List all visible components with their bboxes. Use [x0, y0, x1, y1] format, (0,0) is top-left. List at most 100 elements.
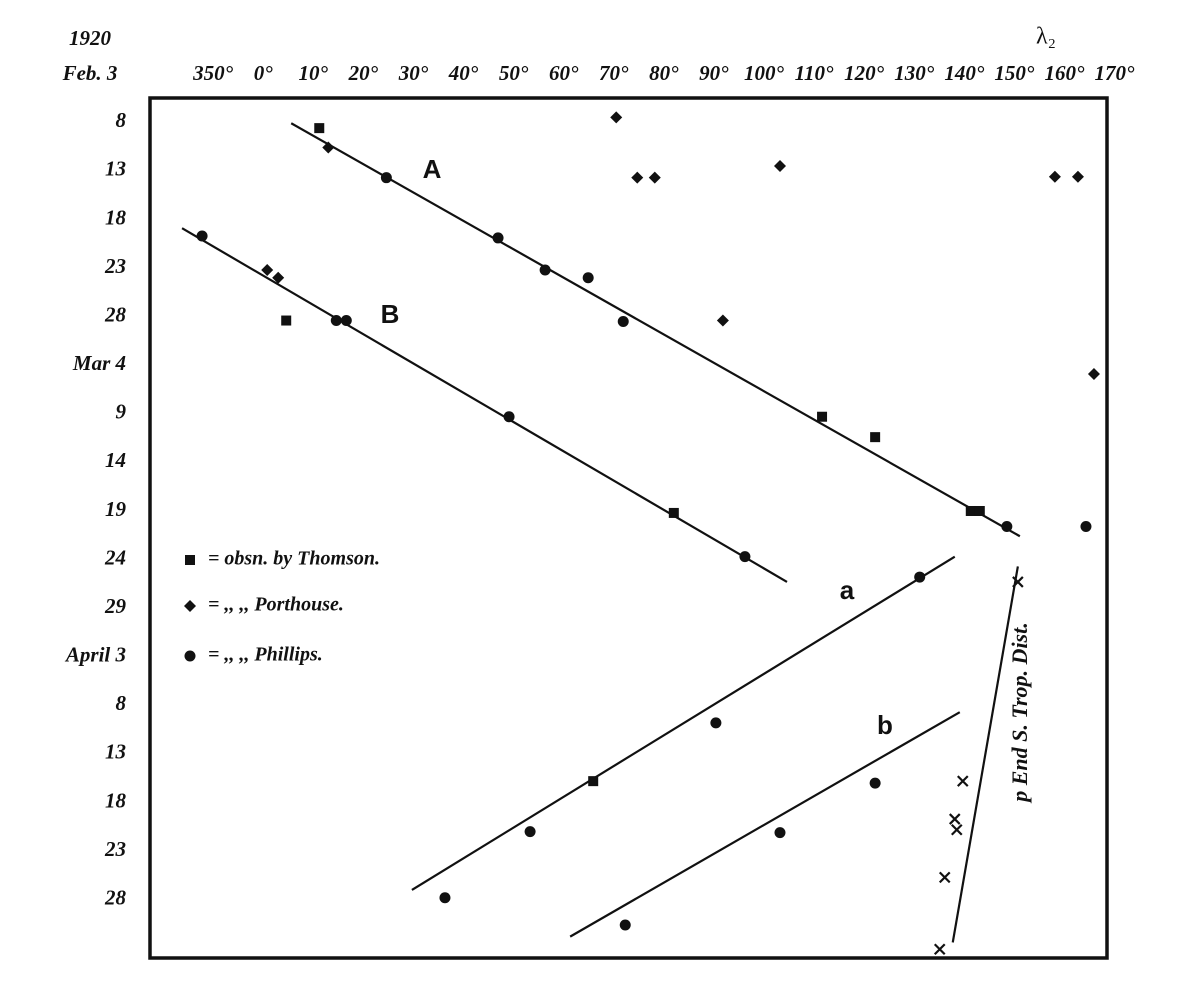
y-tick-label: 18 [105, 788, 127, 812]
point [668, 507, 679, 518]
line-label: a [840, 575, 855, 605]
x-tick-label: 140° [944, 61, 985, 85]
point [974, 505, 985, 516]
x-tick-label: 160° [1044, 61, 1085, 85]
point [710, 717, 722, 729]
point [261, 264, 274, 276]
fit-line [569, 711, 961, 938]
y-tick-label: 9 [116, 400, 127, 424]
y-tick-label: 14 [105, 448, 126, 472]
line-label: B [381, 299, 400, 329]
legend-marker [184, 650, 196, 662]
point [588, 776, 599, 787]
point [196, 230, 208, 242]
point [330, 315, 342, 327]
cross-point [950, 823, 963, 836]
cross-point [1012, 576, 1024, 588]
line-label: b [877, 710, 893, 740]
point [1087, 367, 1100, 380]
y-tick-label: 23 [104, 254, 126, 278]
point [322, 141, 335, 154]
point [1071, 170, 1084, 183]
point [739, 551, 751, 563]
y-tick-label: 19 [105, 497, 127, 521]
x-tick-label: 350° [192, 61, 234, 85]
point [503, 411, 515, 423]
plot-frame [148, 96, 1109, 960]
x-tick-label: 0° [254, 61, 274, 85]
point [1048, 170, 1061, 183]
point [617, 316, 629, 328]
legend-label: = obsn. by Thomson. [208, 548, 380, 570]
y-tick-label: 23 [104, 837, 126, 861]
x-tick-label: 170° [1095, 61, 1136, 85]
y-tick-label: 29 [104, 594, 127, 618]
point [340, 315, 352, 327]
year-label: 1920 [69, 26, 112, 50]
y-tick-label: 13 [105, 740, 126, 764]
point [272, 271, 285, 284]
point [539, 264, 551, 276]
point [524, 826, 536, 838]
legend-marker [185, 555, 195, 565]
point [439, 892, 451, 904]
y-tick-label: 13 [105, 157, 126, 181]
x-tick-label: 110° [795, 61, 834, 85]
y-tick-label: 28 [104, 886, 127, 910]
x-tick-label: 90° [699, 61, 729, 85]
point [631, 171, 644, 184]
point [716, 314, 729, 327]
point [610, 111, 623, 124]
point [870, 432, 881, 443]
legend-label: = ,, ,, Porthouse. [208, 594, 344, 616]
point [965, 505, 976, 516]
y-tick-label: 8 [116, 691, 127, 715]
point [380, 172, 392, 184]
x-tick-label: 20° [348, 61, 379, 85]
x-tick-label: 10° [299, 61, 329, 85]
x-tick-label: 40° [448, 61, 479, 85]
cross-point [948, 813, 961, 825]
point [314, 123, 325, 134]
fit-line [290, 122, 1021, 538]
x-tick-label: 120° [844, 61, 885, 85]
point [773, 160, 786, 173]
cross-point [933, 943, 946, 956]
line-label: A [423, 154, 442, 184]
point [914, 571, 926, 583]
y-tick-label: Mar 4 [72, 351, 126, 375]
y-tick-label: 8 [116, 108, 127, 132]
point [582, 272, 594, 284]
x-tick-label: 70° [599, 61, 629, 85]
legend-label: = ,, ,, Phillips. [208, 644, 323, 666]
x-tick-label: 100° [744, 61, 785, 85]
point [1001, 521, 1013, 533]
x-tick-label: 150° [994, 61, 1035, 85]
x-tick-label: 130° [894, 61, 935, 85]
point [817, 411, 828, 422]
cross-point [956, 775, 969, 787]
point [492, 232, 504, 244]
y-tick-label: April 3 [64, 643, 126, 667]
line-label: p End S. Trop. Dist. [1007, 622, 1032, 804]
point [281, 315, 292, 326]
y-tick-label: 28 [104, 302, 127, 326]
x-tick-label: 60° [549, 61, 579, 85]
point [869, 777, 881, 789]
fit-line [411, 555, 956, 891]
fit-line [951, 566, 1019, 943]
point [648, 171, 661, 184]
point [774, 827, 786, 839]
start-label: Feb. 3 [62, 61, 118, 85]
x-tick-label: 50° [499, 61, 529, 85]
y-tick-label: 24 [104, 545, 126, 569]
cross-point [938, 871, 951, 884]
axis-symbol: λ₂ [1036, 24, 1056, 50]
x-tick-label: 30° [398, 61, 429, 85]
y-tick-label: 18 [105, 205, 127, 229]
fit-line [181, 227, 788, 583]
x-tick-label: 80° [649, 61, 679, 85]
point [619, 919, 631, 931]
point [1080, 521, 1092, 533]
